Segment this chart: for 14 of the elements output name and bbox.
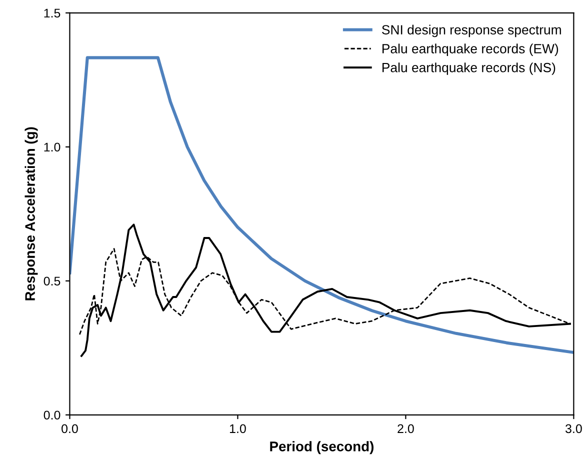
y-tick-label: 0.5 — [44, 276, 60, 286]
x-tick-label: 0.0 — [62, 424, 78, 434]
x-tick-label: 1.0 — [230, 424, 246, 434]
y-tick-label: 1.0 — [44, 142, 60, 152]
x-tick-label: 2.0 — [398, 424, 414, 434]
line-series — [70, 56, 574, 354]
y-axis-title: Response Acceleration (g) — [24, 127, 38, 300]
x-tick-label: 3.0 — [565, 424, 582, 434]
y-tick-label: 1.5 — [44, 8, 60, 18]
legend-label: Palu earthquake records (EW) — [382, 44, 558, 56]
legend-label: Palu earthquake records (NS) — [382, 62, 556, 75]
x-axis-title: Period (second) — [270, 441, 374, 454]
legend-label: SNI design response spectrum — [382, 24, 561, 38]
y-tick-label: 0.0 — [44, 410, 60, 420]
